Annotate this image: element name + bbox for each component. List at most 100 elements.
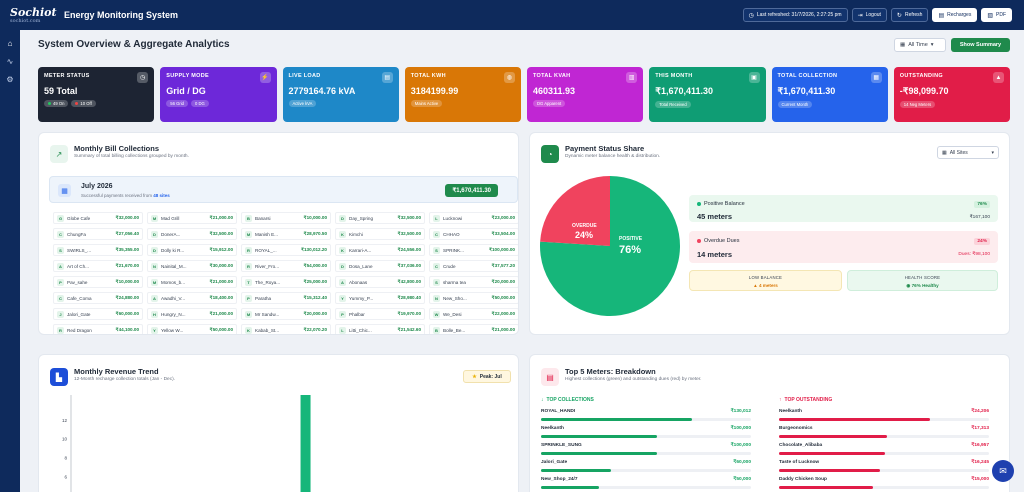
bill-item[interactable]: D Day_Spring ₹32,500.00 [335,212,425,224]
peak-month-badge[interactable]: ★ Peak: Jul [463,370,511,383]
kpi-pills: 49 On 10 Off [44,100,148,107]
top-outstanding-row[interactable]: Neelkanth ₹24,206 [779,407,989,426]
bill-item[interactable]: N New_Sho... ₹50,000.00 [429,292,518,304]
bill-item[interactable]: M Momos_b... ₹21,000.00 [147,276,237,288]
bill-item[interactable]: M Mad Grill ₹21,000.00 [147,212,237,224]
kpi-card[interactable]: LIVE LOAD ▤ 2779164.76 kVA Active kVA [282,67,399,122]
kpi-card[interactable]: TOTAL COLLECTION ▦ ₹1,670,411.30 Current Mo… [771,67,888,122]
top-collection-row[interactable]: SPRINKLE_SUNG ₹100,000 [541,441,751,460]
positive-amount: ₹167,100 [969,215,990,220]
logout-button[interactable]: ⇥ Logout [851,8,887,22]
revenue-bar[interactable] [300,395,311,492]
month-sub-sites: 48 sites [153,193,170,198]
kpi-card[interactable]: OUTSTANDING ▲ -₹98,099.70 14 Neg Meters [893,67,1010,122]
bill-item[interactable]: A Art of Ch... ₹21,670.00 [53,260,143,272]
site-name: Mr Sandw... [255,311,280,317]
kpi-card[interactable]: THIS MONTH ▣ ₹1,670,411.30 Total Received [649,67,766,122]
site-initial-badge: K [245,326,252,334]
bill-item[interactable]: L Litti_Chic... ₹21,542.60 [335,324,425,334]
kpi-value: 2779164.76 kVA [288,86,356,96]
gear-icon[interactable]: ⚙ [6,75,14,84]
bill-item[interactable]: B Bolle_Be... ₹21,000.00 [429,324,518,334]
top-collection-row[interactable]: New_Shop_24/7 ₹50,000 [541,475,751,492]
bill-item[interactable]: R River_Fro... ₹54,000.00 [241,260,331,272]
pdf-button[interactable]: ▧ PDF [981,8,1012,22]
kpi-label: TOTAL KVAH [533,73,571,79]
kpi-value: 3184199.99 [410,86,459,96]
kpi-card[interactable]: SUPPLY MODE ⚡ Grid / DG 56 Grid 0 DG [160,67,277,122]
home-icon[interactable]: ⌂ [7,39,13,48]
bill-item[interactable]: C ChungFa ₹27,056.40 [53,228,143,240]
show-summary-button[interactable]: Show Summary [951,38,1010,52]
bill-item[interactable]: A Awadhi_V... ₹18,400.00 [147,292,237,304]
bill-item[interactable]: J Jalori_Gate ₹60,000.00 [53,308,143,320]
chart-icon[interactable]: ∿ [6,57,14,66]
bill-item[interactable]: S SPRINK... ₹100,000.00 [429,244,518,256]
bill-item[interactable]: M Mr Sandw... ₹20,000.00 [241,308,331,320]
site-amount: ₹32,000.00 [115,215,139,220]
bill-item[interactable]: P Paratha ₹15,312.40 [241,292,331,304]
bill-item[interactable]: Y Yummy_P... ₹28,980.40 [335,292,425,304]
kpi-card[interactable]: METER STATUS ◷ 59 Total 49 On 10 Off [38,67,155,122]
brand-logo[interactable]: Sochiot sochiot.com [0,6,58,24]
pdf-label: PDF [996,12,1006,18]
recharges-button[interactable]: ▤ Recharges [932,8,978,22]
meter-amount: ₹130,012 [730,409,751,414]
bill-item[interactable]: S SWIRLS_... ₹35,355.00 [53,244,143,256]
chat-support-button[interactable]: ✉ [992,460,1014,482]
bill-item[interactable]: D Dosa_Lane ₹37,036.00 [335,260,425,272]
bill-item[interactable]: W We_Desi ₹22,000.00 [429,308,518,320]
top-collection-row[interactable]: Neelkanth ₹100,000 [541,424,751,443]
site-name: Abonaas [349,279,368,285]
positive-title: Positive Balance [704,201,745,207]
bill-item[interactable]: C CHHAO ₹33,504.00 [429,228,518,240]
site-name: Art of Ch... [67,263,89,269]
bill-item[interactable]: C Crude ₹37,577.20 [429,260,518,272]
bill-item[interactable]: K Karrari-A... ₹24,556.00 [335,244,425,256]
time-range-select[interactable]: ▦ All Time ▾ [894,38,946,52]
bill-item[interactable]: H Hungry_N... ₹21,000.00 [147,308,237,320]
kpi-card[interactable]: TOTAL KVAH ▥ 460311.93 DG Apparent [527,67,644,122]
chat-icon: ✉ [999,465,1007,476]
bill-item[interactable]: K Kabab_St... ₹22,070.20 [241,324,331,334]
top-outstanding-row[interactable]: Burgeonomics ₹17,313 [779,424,989,443]
recharges-label: Recharges [947,12,972,18]
bill-item[interactable]: P Phalbar ₹19,970.00 [335,308,425,320]
kpi-card[interactable]: TOTAL KWH ◍ 3184199.99 Mains Active [404,67,521,122]
bill-item[interactable]: N Nainital_M... ₹30,000.00 [147,260,237,272]
positive-dot [697,202,701,206]
bill-item[interactable]: K Kimchi ₹32,500.00 [335,228,425,240]
bill-item[interactable]: R Red Dragon ₹44,100.00 [53,324,143,334]
bill-item[interactable]: Y Yellow W... ₹50,000.00 [147,324,237,334]
chevron-down-icon: ▾ [930,42,934,48]
site-filter-select[interactable]: ▦ All Sites ▾ [937,146,999,159]
bill-item[interactable]: A Abonaas ₹42,800.00 [335,276,425,288]
bill-item[interactable]: P Pav_sahe ₹10,000.00 [53,276,143,288]
top-collection-row[interactable]: ROYAL_HANDI ₹130,012 [541,407,751,426]
top-outstanding-row[interactable]: Taste of Lucknow ₹16,245 [779,458,989,477]
bill-item[interactable]: G Globe Cafe ₹32,000.00 [53,212,143,224]
warning-icon: ▲ [993,72,1004,83]
site-name: Mad Grill [161,215,180,221]
site-amount: ₹60,000.00 [115,311,139,316]
site-name: Pav_sahe [67,279,88,285]
site-name: The_Roya... [255,279,281,285]
top-collection-row[interactable]: Jalori_Gate ₹60,000 [541,458,751,477]
bill-item[interactable]: C Cafe_Coma ₹24,880.00 [53,292,143,304]
refresh-button[interactable]: ↻ Refresh [890,8,929,22]
bill-item[interactable]: M Manish E... ₹28,970.50 [241,228,331,240]
site-amount: ₹33,504.00 [491,231,515,236]
bill-item[interactable]: R ROYAL_... ₹130,012.20 [241,244,331,256]
bill-item[interactable]: D Dolly ki R... ₹15,912.00 [147,244,237,256]
meter-amount: ₹60,000 [733,460,751,465]
bill-item[interactable]: B Banarsi ₹10,000.00 [241,212,331,224]
bill-item[interactable]: D DonerA... ₹32,500.00 [147,228,237,240]
bill-title: Monthly Bill Collections [74,144,160,153]
bill-item[interactable]: T The_Roya... ₹25,000.00 [241,276,331,288]
bill-item[interactable]: L Lucknowi ₹23,000.00 [429,212,518,224]
pie-slice-overdue[interactable] [540,176,610,246]
arrow-down-icon: ↓ [541,397,544,403]
top-outstanding-row[interactable]: Daddy Chicken Soup ₹15,000 [779,475,989,492]
top-outstanding-row[interactable]: Chocolate_Alibaba ₹16,957 [779,441,989,460]
